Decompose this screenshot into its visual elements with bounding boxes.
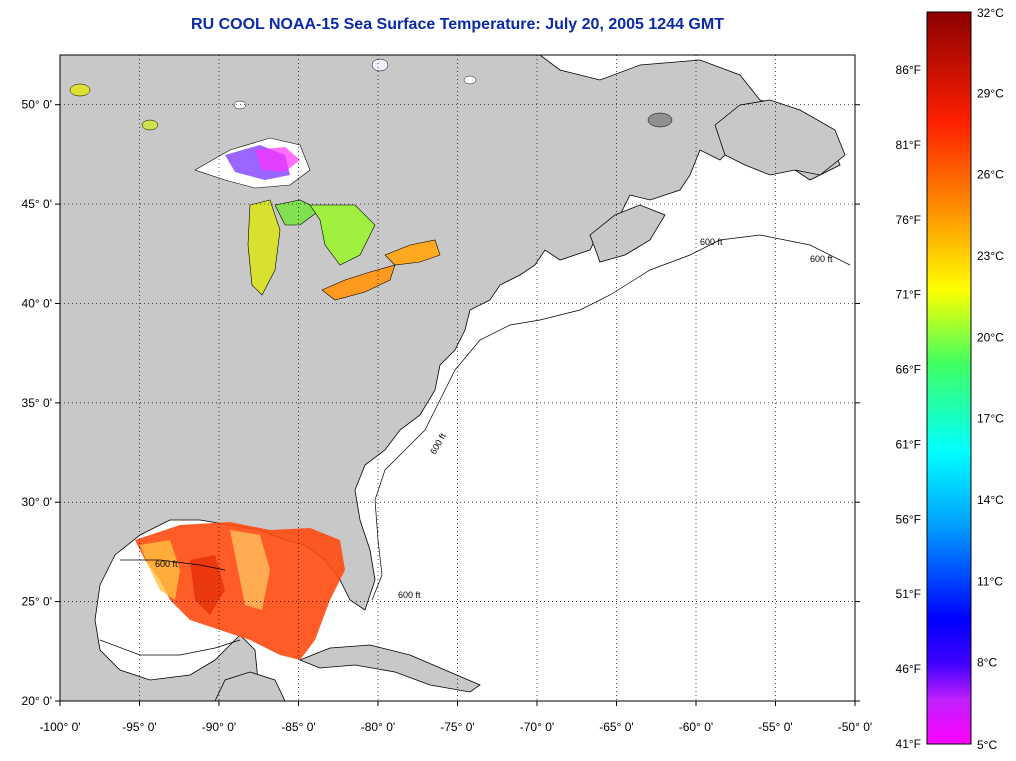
colorbar-fahrenheit-label: 76°F [896, 213, 921, 227]
lon-tick-label: -70° 0' [520, 720, 554, 734]
colorbar-fahrenheit-label: 56°F [896, 512, 921, 526]
colorbar-fahrenheit-label: 86°F [896, 63, 921, 77]
map-axes: -100° 0' -95° 0' -90° 0' -85° 0' -80° 0' -75°… [22, 98, 873, 734]
isobath-label: 600 ft [810, 254, 833, 264]
colorbar-fahrenheit-label: 41°F [896, 737, 921, 751]
lat-tick-label: 25° 0' [22, 595, 52, 609]
colorbar-fahrenheit-label: 71°F [896, 288, 921, 302]
lon-tick-label: -100° 0' [39, 720, 80, 734]
colorbar-fahrenheit-label: 81°F [896, 138, 921, 152]
lon-tick-label: -65° 0' [599, 720, 633, 734]
lat-tick-label: 35° 0' [22, 396, 52, 410]
colorbar-labels: 32°C 29°C 26°C 23°C 20°C 17°C 14°C 11°C 8°C 5°C 86… [896, 6, 1005, 752]
colorbar-celsius-label: 11°C [977, 574, 1003, 588]
lat-tick-label: 20° 0' [22, 694, 52, 708]
colorbar-celsius-label: 20°C [977, 330, 1004, 344]
small-lakes [69, 58, 673, 131]
colorbar-fahrenheit-label: 51°F [896, 587, 921, 601]
lat-tick-label: 30° 0' [22, 495, 52, 509]
colorbar-celsius-label: 29°C [977, 86, 1004, 100]
gulf-sst [135, 522, 345, 660]
colorbar-fahrenheit-label: 61°F [896, 437, 921, 451]
lat-tick-label: 45° 0' [22, 197, 52, 211]
lon-tick-label: -90° 0' [202, 720, 236, 734]
lon-tick-label: -80° 0' [361, 720, 395, 734]
land-nova-scotia [589, 204, 666, 263]
land-yucatan [214, 671, 286, 701]
lon-tick-label: -75° 0' [440, 720, 474, 734]
colorbar-celsius-label: 32°C [977, 6, 1004, 20]
colorbar-celsius-label: 17°C [977, 412, 1004, 426]
lat-tick-label: 40° 0' [22, 296, 52, 310]
colorbar-celsius-label: 8°C [977, 656, 997, 670]
lon-tick-label: -85° 0' [281, 720, 315, 734]
colorbar-celsius-label: 5°C [977, 738, 997, 752]
isobath-label: 600 ft [398, 590, 421, 600]
land-cuba [298, 644, 481, 693]
lon-tick-label: -55° 0' [758, 720, 792, 734]
lon-tick-label: -60° 0' [679, 720, 713, 734]
colorbar-fahrenheit-label: 66°F [896, 363, 921, 377]
lat-tick-label: 50° 0' [22, 98, 52, 112]
colorbar-celsius-label: 23°C [977, 249, 1004, 263]
great-lakes-sst [194, 137, 441, 301]
isobath-label: 600 ft [155, 559, 178, 569]
colorbar-celsius-label: 14°C [977, 493, 1004, 507]
isobath-label: 600 ft [700, 237, 723, 247]
lon-tick-label: -95° 0' [122, 720, 156, 734]
colorbar-fahrenheit-label: 46°F [896, 662, 921, 676]
map-title: RU COOL NOAA-15 Sea Surface Temperature:… [191, 16, 724, 33]
land-newfoundland [714, 99, 846, 176]
colorbar [926, 11, 972, 745]
lon-tick-label: -50° 0' [838, 720, 872, 734]
isobath-600ft [99, 234, 851, 656]
graticule [60, 55, 855, 701]
colorbar-celsius-label: 26°C [977, 168, 1004, 182]
